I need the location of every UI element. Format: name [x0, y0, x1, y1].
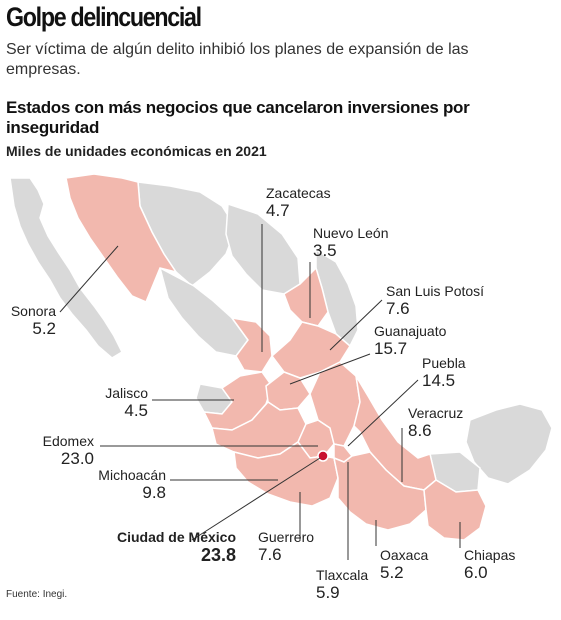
state-nuevo-leon — [283, 266, 329, 327]
state-name: Puebla — [422, 355, 466, 371]
state-value: 4.5 — [124, 401, 148, 420]
state-name: San Luis Potosí — [386, 283, 485, 299]
state-value: 7.6 — [258, 545, 282, 564]
deck-text: Ser víctima de algún delito inhibió los … — [6, 41, 469, 78]
state-name: Veracruz — [408, 405, 464, 421]
label-veracruz: Veracruz 8.6 — [408, 404, 463, 440]
label-jalisco: Jalisco 4.5 — [94, 384, 148, 420]
state-value: 4.7 — [266, 201, 290, 220]
state-value: 5.2 — [32, 319, 56, 338]
label-sonora: Sonora 5.2 — [2, 302, 56, 338]
label-nuevo-leon: Nuevo León 3.5 — [313, 224, 389, 260]
state-value: 14.5 — [422, 371, 456, 390]
label-tlaxcala: Tlaxcala 5.9 — [316, 566, 368, 602]
unit-label: Miles de unidades económicas en 2021 — [6, 143, 267, 159]
state-name: Edomex — [42, 433, 94, 449]
label-guerrero: Guerrero 7.6 — [258, 528, 314, 564]
label-edomex: Edomex 23.0 — [24, 432, 94, 468]
state-value: 15.7 — [374, 339, 408, 358]
state-name: Nuevo León — [313, 225, 389, 241]
state-name: Guanajuato — [374, 323, 447, 339]
headline: Golpe delincuencial — [6, 2, 202, 32]
state-name: Sonora — [10, 303, 56, 319]
state-value: 6.0 — [464, 563, 488, 582]
source-note: Fuente: Inegi. — [6, 589, 68, 600]
label-zacatecas: Zacatecas 4.7 — [266, 184, 331, 220]
state-value: 8.6 — [408, 421, 432, 440]
label-michoacan: Michoacán 9.8 — [86, 466, 166, 502]
state-name: Tlaxcala — [316, 567, 369, 583]
state-name: Zacatecas — [266, 185, 331, 201]
label-ciudad-de-mexico: Ciudad de México 23.8 — [96, 528, 236, 564]
other-states — [9, 177, 553, 493]
label-chiapas: Chiapas 6.0 — [464, 546, 515, 582]
state-name: Jalisco — [105, 385, 148, 401]
state-name: Michoacán — [98, 467, 166, 483]
state-name: Ciudad de México — [116, 529, 236, 545]
state-sonora — [65, 173, 178, 303]
state-value: 5.9 — [316, 583, 340, 602]
state-value: 3.5 — [313, 241, 337, 260]
leader-lines — [59, 224, 461, 560]
state-value: 9.8 — [142, 483, 166, 502]
label-san-luis-potosi: San Luis Potosí 7.6 — [386, 282, 484, 318]
label-guanajuato: Guanajuato 15.7 — [374, 322, 446, 358]
state-name: Chiapas — [464, 547, 516, 563]
cdmx-marker — [317, 450, 329, 462]
state-value: 5.2 — [380, 563, 404, 582]
state-value: 23.8 — [200, 545, 236, 565]
label-oaxaca: Oaxaca 5.2 — [380, 546, 428, 582]
highlighted-states — [65, 173, 487, 541]
state-name: Oaxaca — [380, 547, 429, 563]
map-subtitle: Estados con más negocios que cancelaron … — [6, 98, 470, 137]
state-name: Guerrero — [258, 529, 315, 545]
state-value: 23.0 — [60, 449, 94, 468]
state-value: 7.6 — [386, 299, 410, 318]
state-chiapas — [423, 479, 487, 541]
label-puebla: Puebla 14.5 — [422, 354, 466, 390]
